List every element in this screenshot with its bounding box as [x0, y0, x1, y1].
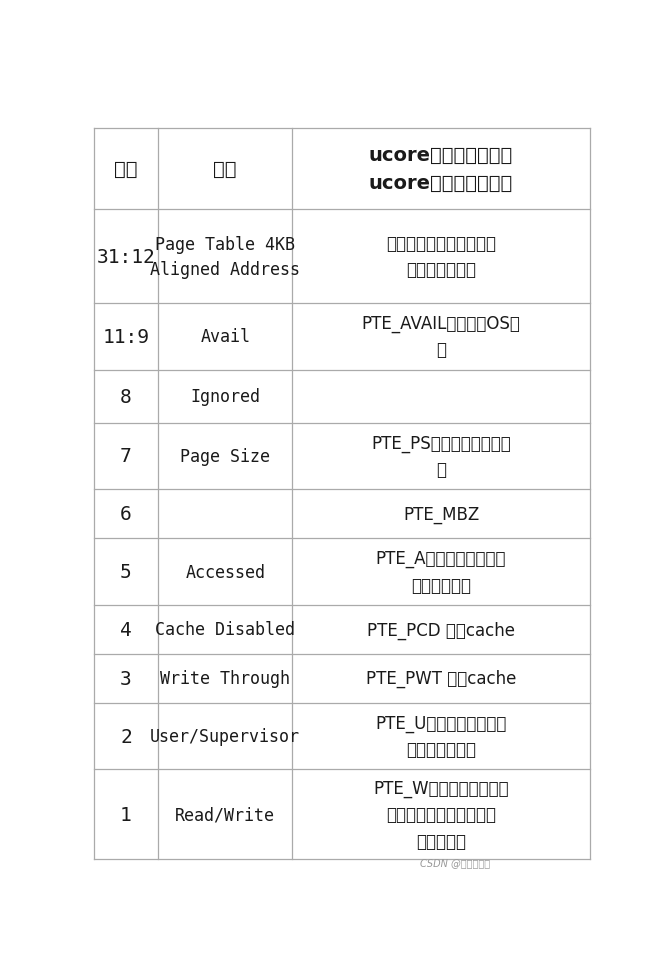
Text: 名称: 名称 — [213, 159, 237, 179]
Text: Read/Write: Read/Write — [175, 806, 275, 823]
Text: 4: 4 — [120, 620, 132, 640]
Text: Page Size: Page Size — [180, 448, 270, 466]
Text: 2: 2 — [120, 727, 132, 746]
Text: ucore中的对应以及对
ucore而言的潜在用处: ucore中的对应以及对 ucore而言的潜在用处 — [369, 146, 513, 193]
Text: CSDN @无湖韩金轮: CSDN @无湖韩金轮 — [420, 858, 491, 867]
Text: PTE_PCD 用于cache: PTE_PCD 用于cache — [367, 621, 515, 639]
Text: 6: 6 — [120, 505, 132, 523]
Text: PTE_PS，用于确认页的大
小: PTE_PS，用于确认页的大 小 — [372, 434, 511, 478]
Text: 7: 7 — [120, 447, 132, 466]
Text: 页表的起始物理地址，用
于定位页表位置: 页表的起始物理地址，用 于定位页表位置 — [386, 235, 496, 279]
Text: 8: 8 — [120, 387, 132, 406]
Text: 1: 1 — [120, 805, 132, 823]
Text: PTE_A，用于确认对应页
表是否被使用: PTE_A，用于确认对应页 表是否被使用 — [376, 550, 506, 595]
Text: 11:9: 11:9 — [103, 328, 149, 346]
Text: Write Through: Write Through — [160, 670, 290, 688]
Text: Page Table 4KB
Aligned Address: Page Table 4KB Aligned Address — [150, 236, 300, 279]
Text: Cache Disabled: Cache Disabled — [155, 621, 295, 639]
Text: 地址: 地址 — [114, 159, 137, 179]
Text: 3: 3 — [120, 669, 132, 689]
Text: User/Supervisor: User/Supervisor — [150, 728, 300, 745]
Text: Avail: Avail — [200, 328, 250, 346]
Text: Accessed: Accessed — [185, 563, 265, 581]
Text: PTE_W，用于确认页表是
否可写，内存分配和释放
时需要置位: PTE_W，用于确认页表是 否可写，内存分配和释放 时需要置位 — [374, 779, 509, 850]
Text: 5: 5 — [120, 562, 132, 582]
Text: PTE_U，用于确认用户态
下是否可以访问: PTE_U，用于确认用户态 下是否可以访问 — [376, 714, 507, 759]
Text: Ignored: Ignored — [190, 387, 260, 406]
Text: PTE_MBZ: PTE_MBZ — [403, 506, 479, 523]
Text: PTE_PWT 用于cache: PTE_PWT 用于cache — [366, 669, 516, 688]
Text: PTE_AVAIL，保存给OS使
用: PTE_AVAIL，保存给OS使 用 — [362, 315, 520, 359]
Text: 31:12: 31:12 — [97, 247, 155, 266]
